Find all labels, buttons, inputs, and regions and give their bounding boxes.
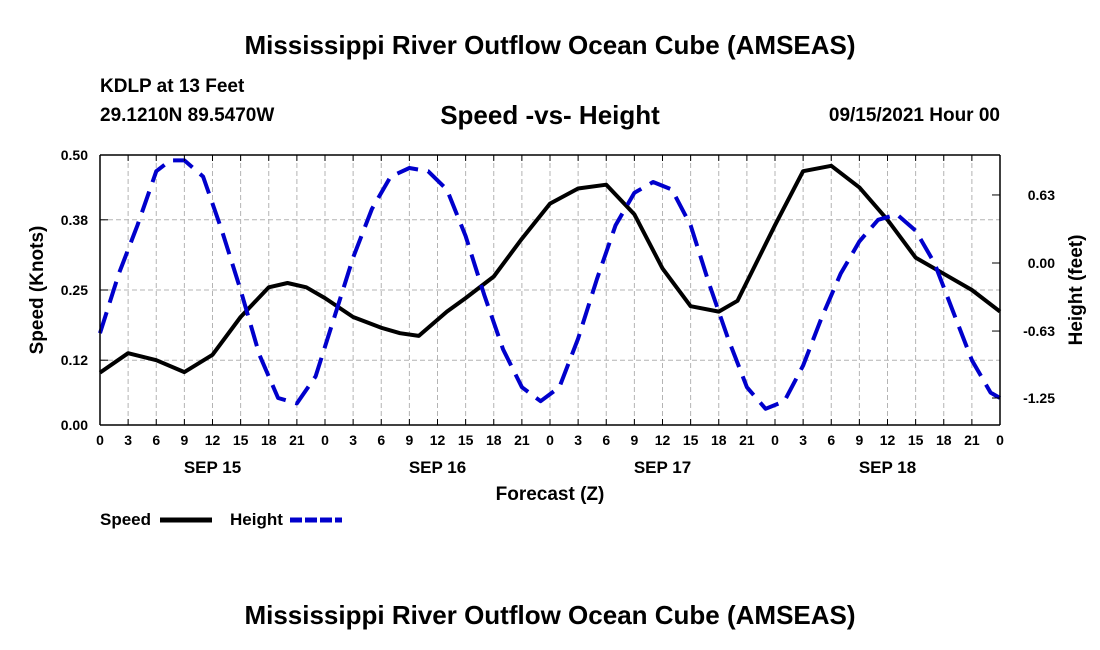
x-tick-label: 9 <box>630 432 638 448</box>
y-tick-label: 0.50 <box>61 147 88 163</box>
x-day-label: SEP 15 <box>184 458 241 477</box>
y-tick-label: 0.00 <box>61 417 88 433</box>
x-tick-label: 3 <box>799 432 807 448</box>
x-tick-label: 0 <box>771 432 779 448</box>
legend-speed-label: Speed <box>100 510 152 529</box>
x-tick-label: 3 <box>349 432 357 448</box>
x-tick-label: 6 <box>377 432 385 448</box>
x-tick-label: 21 <box>739 432 755 448</box>
x-tick-label: 6 <box>827 432 835 448</box>
x-tick-label: 9 <box>180 432 188 448</box>
y-tick-label: 0.25 <box>61 282 88 298</box>
x-tick-label: 6 <box>152 432 160 448</box>
x-tick-label: 21 <box>514 432 530 448</box>
y-axis-title: Speed (Knots) <box>27 226 48 355</box>
x-tick-label: 6 <box>602 432 610 448</box>
x-tick-label: 12 <box>655 432 671 448</box>
x-day-label: SEP 16 <box>409 458 466 477</box>
chart-main-title: Mississippi River Outflow Ocean Cube (AM… <box>244 30 856 60</box>
x-day-label: SEP 18 <box>859 458 916 477</box>
station-coordinates: 29.1210N 89.5470W <box>100 105 275 126</box>
y2-tick-label: 0.63 <box>1028 187 1055 203</box>
x-axis-title: Forecast (Z) <box>496 484 605 505</box>
x-tick-label: 21 <box>289 432 305 448</box>
x-tick-label: 18 <box>261 432 277 448</box>
x-tick-label: 0 <box>321 432 329 448</box>
y2-axis-title: Height (feet) <box>1066 235 1087 346</box>
x-tick-label: 3 <box>574 432 582 448</box>
y2-tick-label: -0.63 <box>1023 323 1055 339</box>
x-tick-label: 9 <box>405 432 413 448</box>
y2-tick-label: -1.25 <box>1023 390 1055 406</box>
x-tick-label: 15 <box>683 432 699 448</box>
station-label: KDLP at 13 Feet <box>100 76 245 97</box>
x-tick-label: 18 <box>711 432 727 448</box>
chart-subtitle: Speed -vs- Height <box>440 100 660 130</box>
x-tick-label: 18 <box>936 432 952 448</box>
chart-footer-title: Mississippi River Outflow Ocean Cube (AM… <box>244 600 856 630</box>
x-tick-label: 0 <box>96 432 104 448</box>
x-tick-label: 18 <box>486 432 502 448</box>
x-tick-label: 15 <box>908 432 924 448</box>
forecast-datetime: 09/15/2021 Hour 00 <box>828 105 1000 126</box>
x-tick-label: 15 <box>458 432 474 448</box>
y-tick-label: 0.12 <box>61 352 88 368</box>
x-tick-label: 9 <box>855 432 863 448</box>
series-line-speed <box>98 163 1002 375</box>
x-day-label: SEP 17 <box>634 458 691 477</box>
legend-height-label: Height <box>230 510 283 529</box>
y2-tick-label: 0.00 <box>1028 255 1055 271</box>
x-tick-label: 15 <box>233 432 249 448</box>
series-line-height <box>98 158 1001 411</box>
x-tick-label: 3 <box>124 432 132 448</box>
y-tick-label: 0.38 <box>61 212 88 228</box>
x-tick-label: 0 <box>546 432 554 448</box>
x-tick-label: 0 <box>996 432 1004 448</box>
x-tick-label: 12 <box>880 432 896 448</box>
x-tick-label: 12 <box>205 432 221 448</box>
x-tick-label: 12 <box>430 432 446 448</box>
x-tick-label: 21 <box>964 432 980 448</box>
